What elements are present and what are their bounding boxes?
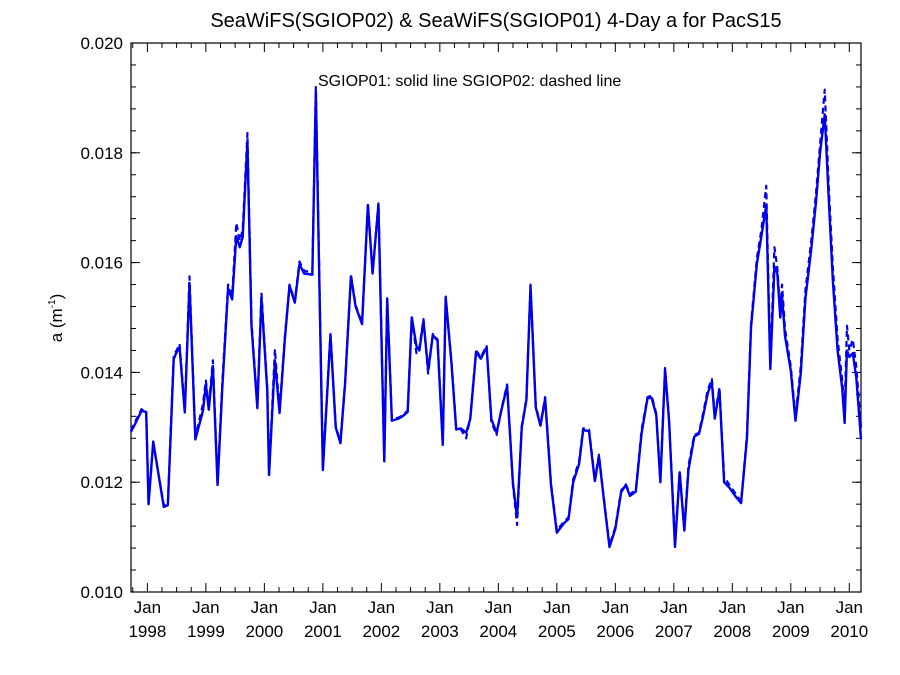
x-tick-year: 2000: [245, 622, 283, 641]
x-tick-year: 2004: [479, 622, 517, 641]
x-tick-month: Jan: [836, 598, 863, 617]
x-tick-month: Jan: [134, 598, 161, 617]
axes-box: [130, 42, 862, 593]
plot-frame: [130, 42, 862, 593]
y-tick-label: 0.014: [80, 363, 123, 382]
x-tick-year: 1999: [187, 622, 225, 641]
y-tick-label: 0.010: [80, 583, 123, 602]
y-axis-label-close: ): [47, 294, 66, 300]
y-axis-label-main: a (m: [47, 308, 66, 342]
line-style-annotation: SGIOP01: solid line SGIOP02: dashed line: [318, 73, 621, 90]
x-tick-month: Jan: [368, 598, 395, 617]
series-layer: [129, 85, 863, 549]
x-tick-month: Jan: [660, 598, 687, 617]
x-tick-year: 2010: [830, 622, 868, 641]
x-tick-year: 2005: [538, 622, 576, 641]
y-tick-label: 0.016: [80, 254, 123, 273]
x-tick-month: Jan: [485, 598, 512, 617]
x-tick-year: 2006: [596, 622, 634, 641]
y-tick-label: 0.018: [80, 144, 123, 163]
y-tick-label: 0.012: [80, 473, 123, 492]
x-tick-year: 2001: [304, 622, 342, 641]
series-sgiop01-line: [129, 91, 863, 549]
y-tick-label: 0.020: [80, 34, 123, 53]
x-tick-year: 2009: [772, 622, 810, 641]
y-axis-label: a (m-1): [47, 294, 66, 343]
x-tick-year: 1998: [128, 622, 166, 641]
x-tick-month: Jan: [777, 598, 804, 617]
x-tick-month: Jan: [543, 598, 570, 617]
x-tick-month: Jan: [426, 598, 453, 617]
series-sgiop02-line: [129, 85, 863, 547]
x-tick-month: Jan: [251, 598, 278, 617]
x-tick-year: 2007: [655, 622, 693, 641]
chart-title: SeaWiFS(SGIOP02) & SeaWiFS(SGIOP01) 4-Da…: [210, 10, 781, 32]
x-tick-month: Jan: [309, 598, 336, 617]
x-tick-year: 2008: [713, 622, 751, 641]
x-axis: Jan 1998 Jan 1999 Jan 2000 Jan 2001 Jan 2002 Jan 20…: [128, 43, 868, 641]
x-tick-month: Jan: [192, 598, 219, 617]
y-axis: 0.010 0.012 0.014 0.016 0.018 0.020: [80, 34, 861, 602]
x-tick-year: 2002: [362, 622, 400, 641]
x-tick-month: Jan: [719, 598, 746, 617]
x-tick-month: Jan: [602, 598, 629, 617]
y-axis-label-exp: -1: [47, 299, 58, 308]
x-tick-year: 2003: [421, 622, 459, 641]
